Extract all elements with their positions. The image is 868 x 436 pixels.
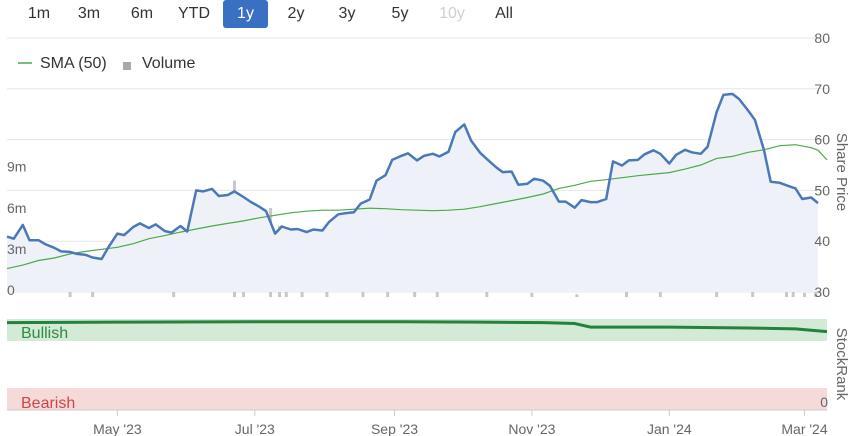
volume-bar	[658, 291, 662, 297]
volume-bar	[575, 294, 579, 297]
axis-layer: 30 40 50 60 70 80 Share Price StockRank 0 0 3m 6m 9m…	[7, 30, 850, 436]
volume-bar	[485, 290, 489, 297]
y-axis-title: Share Price	[833, 133, 850, 211]
stockrank-axis-title: StockRank	[833, 328, 850, 401]
price-area	[7, 93, 818, 293]
bearish-band	[7, 388, 827, 410]
bullish-label: Bullish	[21, 325, 68, 342]
volume-bar	[284, 287, 288, 297]
legend-sma-label[interactable]: SMA (50)	[40, 55, 107, 72]
volume-bar	[68, 290, 72, 297]
volume-bar	[791, 287, 795, 297]
x-tick-label: Mar '24	[781, 421, 827, 436]
legend: SMA (50) Volume	[18, 55, 195, 72]
legend-volume-marker	[123, 62, 131, 70]
x-tick-label: Jul '23	[235, 421, 275, 436]
volume-bar	[530, 292, 534, 297]
range-button-3y[interactable]: 3y	[338, 5, 356, 22]
price-line	[6, 92, 819, 261]
y-tick-label: 30	[814, 284, 830, 300]
range-button-ytd[interactable]: YTD	[178, 5, 210, 22]
range-button-3m[interactable]: 3m	[77, 5, 101, 22]
range-button-6m[interactable]: 6m	[130, 5, 154, 22]
range-button-5y[interactable]: 5y	[391, 5, 409, 22]
volume-bar	[361, 288, 365, 297]
volume-bar	[715, 291, 719, 297]
legend-volume-label[interactable]: Volume	[142, 55, 195, 72]
volume-bar	[751, 291, 755, 297]
y-tick-label: 60	[814, 132, 830, 148]
volume-bar	[242, 290, 245, 297]
y-tick-label: 50	[814, 182, 830, 198]
range-button-2y[interactable]: 2y	[287, 5, 305, 22]
stockrank-line	[6, 320, 828, 334]
x-tick-label: Jan '24	[647, 421, 692, 436]
volume-tick-label: 0	[7, 282, 15, 298]
bullish-band	[7, 319, 827, 341]
price-layer	[6, 92, 828, 293]
rank-band-layer: Bullish Bearish	[6, 319, 828, 412]
volume-bar	[386, 291, 390, 297]
volume-tick-label: 9m	[7, 159, 26, 175]
range-button-10y: 10y	[439, 5, 465, 22]
volume-bar	[325, 290, 329, 297]
y-tick-label: 70	[814, 81, 830, 97]
stockrank-tick-label: 0	[820, 394, 828, 410]
range-button-all[interactable]: All	[495, 5, 513, 22]
y-tick-label: 80	[814, 30, 830, 46]
x-tick-label: Nov '23	[508, 421, 555, 436]
volume-tick-label: 3m	[7, 241, 26, 257]
volume-bar	[803, 292, 806, 297]
volume-tick-label: 6m	[7, 200, 26, 216]
x-tick-label: May '23	[93, 421, 142, 436]
range-button-1m[interactable]: 1m	[27, 5, 51, 22]
volume-bar	[814, 288, 818, 297]
volume-bar	[300, 290, 304, 297]
y-tick-label: 40	[814, 233, 830, 249]
volume-bar	[435, 288, 439, 297]
x-tick-label: Sep '23	[371, 421, 418, 436]
bearish-label: Bearish	[21, 395, 75, 412]
range-selector: 1m 3m 6m YTD 1y 2y 3y 5y 10y All	[0, 0, 868, 30]
sma-line	[6, 144, 828, 270]
range-button-1y[interactable]: 1y	[223, 0, 268, 28]
